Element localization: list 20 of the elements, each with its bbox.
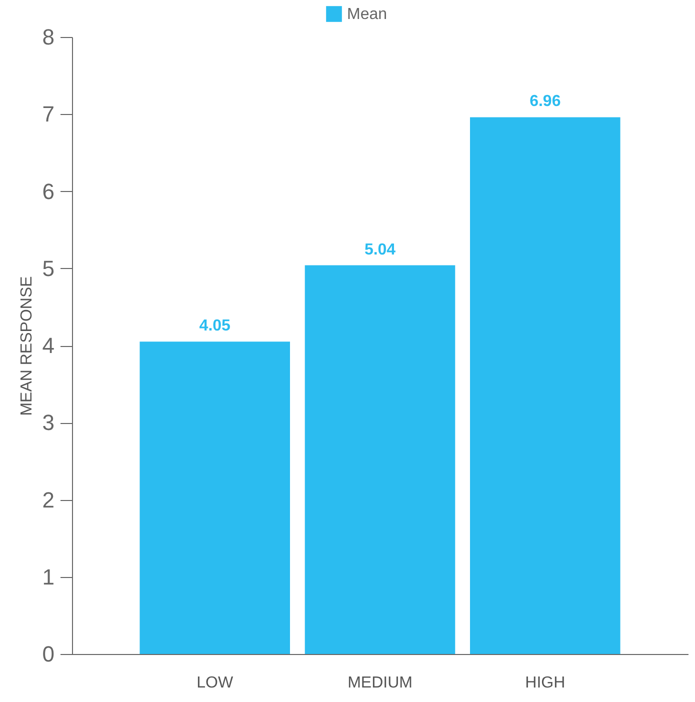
bar bbox=[140, 342, 290, 654]
y-tick-label: 0 bbox=[42, 642, 54, 666]
bar bbox=[470, 117, 620, 654]
y-tick-label: 6 bbox=[42, 178, 54, 204]
legend-label: Mean bbox=[347, 6, 388, 23]
bar bbox=[304, 265, 456, 654]
y-tick-label: 1 bbox=[42, 564, 54, 590]
x-tick-label: HIGH bbox=[525, 674, 566, 692]
y-tick-label: 8 bbox=[42, 24, 54, 50]
y-tick-label: 7 bbox=[42, 102, 54, 127]
y-tick-label: 5 bbox=[42, 256, 54, 281]
data-label: 5.04 bbox=[364, 241, 396, 258]
data-label: 4.05 bbox=[199, 318, 231, 335]
x-tick-label: MEDIUM bbox=[348, 674, 412, 692]
y-tick-label: 3 bbox=[42, 410, 54, 436]
data-label: 6.96 bbox=[530, 93, 561, 110]
x-tick-label: LOW bbox=[196, 674, 234, 692]
y-axis-title: MEAN RESPONSE bbox=[18, 276, 36, 416]
y-tick-label: 2 bbox=[42, 487, 54, 512]
y-tick-label: 4 bbox=[42, 333, 54, 358]
